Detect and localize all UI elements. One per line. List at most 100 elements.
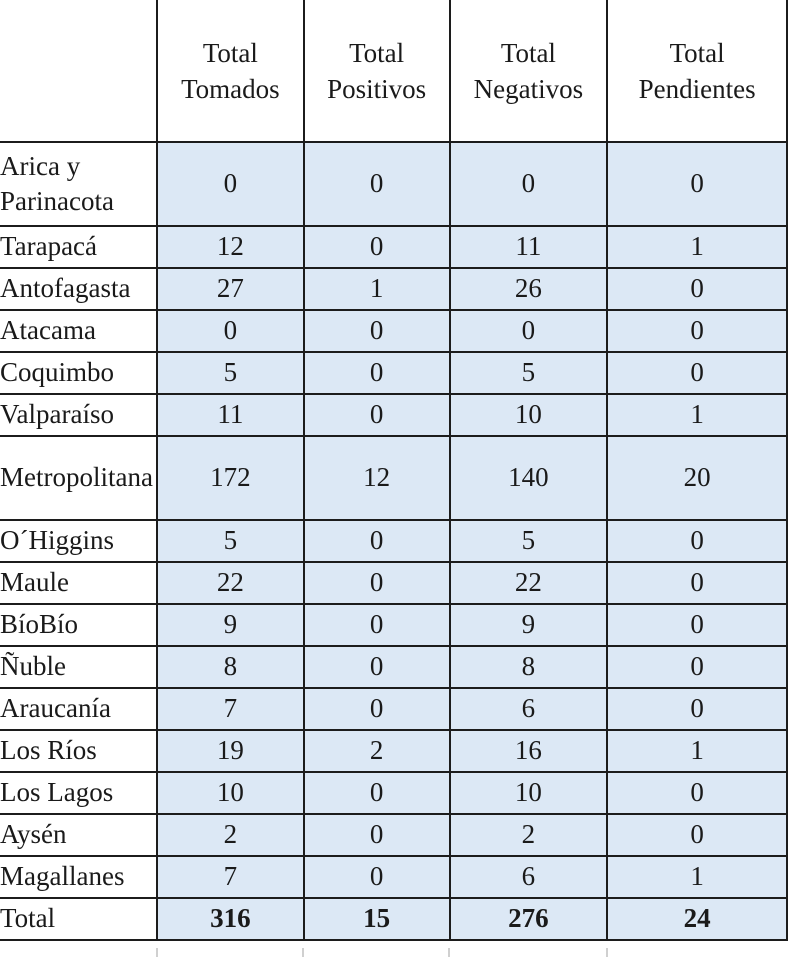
region-name-cell: BíoBío [0, 603, 158, 647]
region-name: Coquimbo [0, 357, 115, 388]
region-name: Aysén [0, 819, 67, 850]
cell-total-tomados: 27 [155, 267, 305, 311]
cell-total-positivos: 12 [302, 435, 451, 521]
header-total-positivos: Total Positivos [302, 0, 451, 143]
cell-total-negativos: 8 [448, 645, 609, 689]
cell-total-negativos: 6 [448, 855, 609, 899]
cell-total-pendientes: 0 [606, 771, 788, 815]
cell-total-tomados: 9 [155, 603, 305, 647]
bottom-edge-strip [0, 948, 788, 957]
cell-total-pendientes: 1 [606, 855, 788, 899]
region-name: Antofagasta [0, 273, 131, 304]
header-text: Total [500, 38, 556, 69]
region-name-cell: Coquimbo [0, 351, 158, 395]
total-tomados: 316 [155, 897, 305, 941]
cell-total-pendientes: 0 [606, 603, 788, 647]
cell-total-positivos: 0 [302, 393, 451, 437]
region-name: Los Lagos [0, 777, 114, 808]
cell-total-tomados: 12 [155, 225, 305, 269]
region-name-cell: O´Higgins [0, 519, 158, 563]
header-text: Tomados [181, 73, 280, 104]
cell-total-pendientes: 0 [606, 645, 788, 689]
table-row: Los Lagos 10 0 10 0 [0, 771, 788, 815]
region-name: Magallanes [0, 861, 125, 892]
region-name: Atacama [0, 315, 96, 346]
cell-total-pendientes: 0 [606, 687, 788, 731]
cell-total-tomados: 22 [155, 561, 305, 605]
region-name-cell: Metropolitana [0, 435, 158, 521]
total-label: Total [0, 897, 158, 941]
cell-total-tomados: 7 [155, 855, 305, 899]
cell-total-negativos: 10 [448, 393, 609, 437]
cell-total-tomados: 19 [155, 729, 305, 773]
region-name: Araucanía [0, 693, 111, 724]
cell-total-negativos: 10 [448, 771, 609, 815]
table-body: Arica y Parinacota 0 0 0 0 Tarapacá 12 0 11 1 Antof… [0, 141, 788, 941]
cell-total-negativos: 0 [448, 141, 609, 227]
region-name: Metropolitana [0, 462, 153, 493]
total-positivos: 15 [302, 897, 451, 941]
region-name-cell: Tarapacá [0, 225, 158, 269]
cell-total-pendientes: 0 [606, 141, 788, 227]
cell-total-pendientes: 0 [606, 519, 788, 563]
cell-total-tomados: 172 [155, 435, 305, 521]
region-name-cell: Magallanes [0, 855, 158, 899]
header-text: Total [349, 38, 405, 69]
total-negativos: 276 [448, 897, 609, 941]
table-row: Antofagasta 27 1 26 0 [0, 267, 788, 311]
cell-total-negativos: 11 [448, 225, 609, 269]
cell-total-positivos: 1 [302, 267, 451, 311]
table-row: Maule 22 0 22 0 [0, 561, 788, 605]
table-row: Tarapacá 12 0 11 1 [0, 225, 788, 269]
region-name-cell: Arica y Parinacota [0, 141, 158, 227]
header-total-tomados: Total Tomados [155, 0, 305, 143]
cell-total-positivos: 0 [302, 561, 451, 605]
region-name-cell: Maule [0, 561, 158, 605]
total-pendientes: 24 [606, 897, 788, 941]
region-name-cell: Atacama [0, 309, 158, 353]
table-row: BíoBío 9 0 9 0 [0, 603, 788, 647]
cell-total-tomados: 11 [155, 393, 305, 437]
cell-total-negativos: 2 [448, 813, 609, 857]
cell-total-negativos: 5 [448, 519, 609, 563]
cell-total-positivos: 0 [302, 141, 451, 227]
cell-total-negativos: 16 [448, 729, 609, 773]
cell-total-positivos: 0 [302, 225, 451, 269]
header-row: Total Tomados Total Positivos Total Nega… [0, 0, 788, 143]
cell-total-pendientes: 0 [606, 351, 788, 395]
cell-total-negativos: 26 [448, 267, 609, 311]
table-row: Metropolitana 172 12 140 20 [0, 435, 788, 521]
header-text: Total [202, 38, 258, 69]
table-row: Araucanía 7 0 6 0 [0, 687, 788, 731]
table-row: Coquimbo 5 0 5 0 [0, 351, 788, 395]
region-name: Tarapacá [0, 231, 98, 262]
total-row: Total 316 15 276 24 [0, 897, 788, 941]
region-name: Valparaíso [0, 399, 114, 430]
header-total-pendientes: Total Pendientes [606, 0, 788, 143]
cell-total-pendientes: 0 [606, 309, 788, 353]
cell-total-positivos: 0 [302, 771, 451, 815]
cell-total-pendientes: 1 [606, 393, 788, 437]
cell-total-pendientes: 0 [606, 561, 788, 605]
region-name: Ñuble [0, 651, 66, 682]
table-row: Magallanes 7 0 6 1 [0, 855, 788, 899]
table-row: Valparaíso 11 0 10 1 [0, 393, 788, 437]
cell-total-positivos: 0 [302, 519, 451, 563]
region-name: BíoBío [0, 609, 79, 640]
cell-total-positivos: 0 [302, 813, 451, 857]
region-name-cell: Aysén [0, 813, 158, 857]
cell-total-tomados: 2 [155, 813, 305, 857]
region-name-cell: Antofagasta [0, 267, 158, 311]
cell-total-pendientes: 20 [606, 435, 788, 521]
column-divider-tick [606, 948, 608, 957]
cell-total-tomados: 0 [155, 309, 305, 353]
header-text: Pendientes [638, 73, 756, 104]
header-total-negativos: Total Negativos [448, 0, 609, 143]
header-text: Negativos [473, 73, 584, 104]
region-name: Arica y [0, 150, 81, 181]
cell-total-negativos: 5 [448, 351, 609, 395]
cell-total-tomados: 5 [155, 351, 305, 395]
cell-total-tomados: 8 [155, 645, 305, 689]
